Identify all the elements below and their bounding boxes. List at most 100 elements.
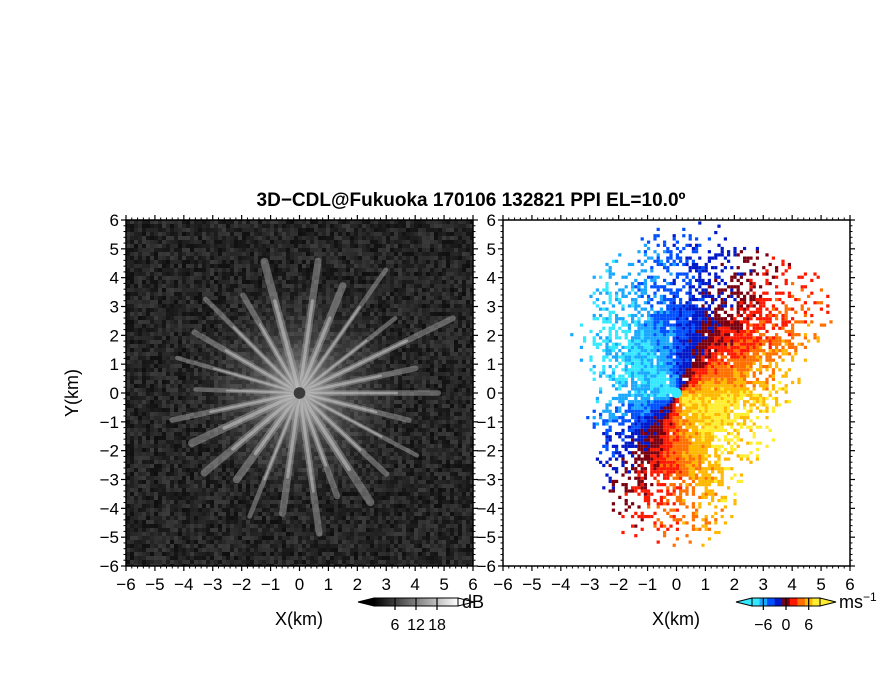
- noise-cell: [418, 272, 422, 276]
- noise-cell: [198, 220, 202, 224]
- noise-cell: [426, 272, 430, 276]
- noise-cell: [190, 292, 194, 296]
- noise-cell: [146, 292, 150, 296]
- noise-cell: [182, 328, 186, 332]
- noise-cell: [222, 260, 226, 264]
- noise-cell: [390, 288, 394, 292]
- noise-cell: [466, 280, 470, 284]
- noise-cell: [458, 376, 462, 380]
- noise-cell: [362, 240, 366, 244]
- noise-cell: [242, 244, 246, 248]
- noise-cell: [162, 428, 166, 432]
- noise-cell: [162, 256, 166, 260]
- noise-cell: [202, 304, 206, 308]
- noise-cell: [150, 428, 154, 432]
- noise-cell: [170, 240, 174, 244]
- noise-cell: [322, 244, 326, 248]
- noise-cell: [334, 256, 338, 260]
- noise-cell: [186, 300, 190, 304]
- noise-cell: [314, 228, 318, 232]
- noise-cell: [170, 432, 174, 436]
- noise-cell: [330, 252, 334, 256]
- noise-cell: [466, 444, 470, 448]
- noise-cell: [218, 292, 222, 296]
- noise-cell: [414, 340, 418, 344]
- noise-cell: [306, 240, 310, 244]
- noise-cell: [366, 244, 370, 248]
- noise-cell: [406, 324, 410, 328]
- noise-cell: [130, 312, 134, 316]
- noise-cell: [154, 372, 158, 376]
- noise-cell: [162, 404, 166, 408]
- noise-cell: [250, 256, 254, 260]
- noise-cell: [426, 240, 430, 244]
- noise-cell: [154, 236, 158, 240]
- noise-cell: [418, 264, 422, 268]
- noise-cell: [454, 352, 458, 356]
- noise-cell: [346, 268, 350, 272]
- noise-cell: [142, 376, 146, 380]
- noise-cell: [170, 336, 174, 340]
- noise-cell: [462, 436, 466, 440]
- noise-cell: [426, 400, 430, 404]
- noise-cell: [418, 304, 422, 308]
- noise-cell: [318, 280, 322, 284]
- noise-cell: [414, 352, 418, 356]
- noise-cell: [138, 356, 142, 360]
- noise-cell: [138, 360, 142, 364]
- noise-cell: [450, 308, 454, 312]
- noise-cell: [394, 268, 398, 272]
- noise-cell: [186, 272, 190, 276]
- noise-cell: [434, 292, 438, 296]
- noise-cell: [430, 256, 434, 260]
- noise-cell: [246, 244, 250, 248]
- noise-cell: [210, 256, 214, 260]
- noise-cell: [330, 284, 334, 288]
- noise-cell: [266, 240, 270, 244]
- noise-cell: [142, 320, 146, 324]
- noise-cell: [154, 352, 158, 356]
- noise-cell: [418, 364, 422, 368]
- noise-cell: [198, 224, 202, 228]
- noise-cell: [158, 324, 162, 328]
- noise-cell: [454, 316, 458, 320]
- noise-cell: [430, 284, 434, 288]
- noise-cell: [442, 284, 446, 288]
- noise-cell: [274, 272, 278, 276]
- noise-cell: [198, 308, 202, 312]
- noise-cell: [462, 356, 466, 360]
- noise-cell: [138, 340, 142, 344]
- noise-cell: [182, 320, 186, 324]
- noise-cell: [214, 288, 218, 292]
- noise-cell: [390, 256, 394, 260]
- noise-cell: [194, 300, 198, 304]
- noise-cell: [370, 252, 374, 256]
- noise-cell: [162, 284, 166, 288]
- noise-cell: [446, 288, 450, 292]
- noise-cell: [270, 264, 274, 268]
- noise-cell: [350, 280, 354, 284]
- noise-cell: [458, 364, 462, 368]
- noise-cell: [470, 400, 473, 404]
- noise-cell: [314, 256, 318, 260]
- noise-cell: [142, 312, 146, 316]
- noise-cell: [150, 252, 154, 256]
- noise-cell: [354, 272, 358, 276]
- noise-cell: [358, 260, 362, 264]
- noise-cell: [210, 276, 214, 280]
- noise-cell: [270, 228, 274, 232]
- noise-cell: [234, 300, 238, 304]
- noise-cell: [146, 340, 150, 344]
- noise-cell: [158, 404, 162, 408]
- noise-cell: [206, 272, 210, 276]
- noise-cell: [458, 352, 462, 356]
- noise-cell: [302, 228, 306, 232]
- noise-cell: [418, 404, 422, 408]
- noise-cell: [454, 228, 458, 232]
- noise-cell: [438, 316, 442, 320]
- noise-cell: [262, 236, 266, 240]
- noise-cell: [218, 280, 222, 284]
- noise-cell: [470, 224, 473, 228]
- noise-cell: [350, 288, 354, 292]
- noise-cell: [442, 412, 446, 416]
